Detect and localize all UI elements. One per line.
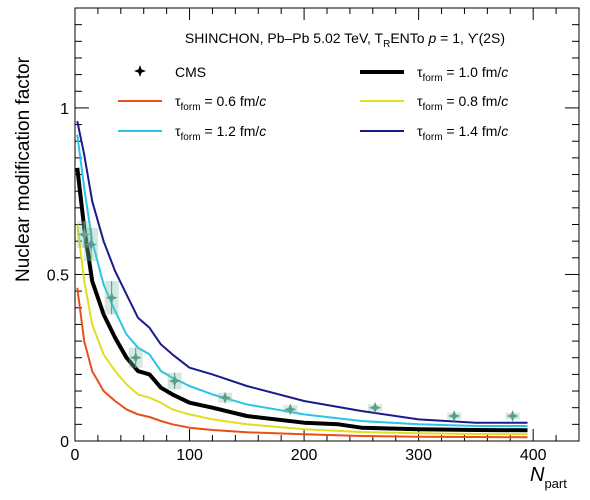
cms-points-layer — [77, 221, 520, 422]
series-line-tau-1-2 — [76, 134, 528, 427]
cms-point — [284, 403, 297, 416]
y-tick-label: 0 — [60, 434, 69, 451]
x-tick-label: 100 — [176, 447, 203, 464]
legend-label: τform = 0.8 fm/c — [417, 93, 508, 113]
cms-point — [129, 351, 142, 364]
x-tick-label: 300 — [405, 447, 432, 464]
x-tick-label: 200 — [291, 447, 318, 464]
series-line-tau-1-4 — [76, 120, 528, 424]
legend: CMS τform = 0.6 fm/c τform = 0.8 fm/c τform… — [118, 64, 508, 143]
cms-point — [105, 291, 118, 304]
cms-point — [168, 375, 181, 387]
legend-cms-marker — [134, 65, 146, 77]
y-tick-label: 0.5 — [47, 267, 69, 284]
legend-label: τform = 1.4 fm/c — [417, 123, 508, 143]
cms-point — [369, 401, 382, 414]
legend-label: τform = 1.2 fm/c — [175, 123, 266, 143]
cms-point — [448, 410, 461, 422]
annotation-title: SHINCHON, Pb–Pb 5.02 TeV, TRENTo p = 1, … — [185, 30, 505, 50]
cms-point — [219, 391, 232, 404]
series-layer — [75, 120, 528, 439]
x-tick-label: 400 — [520, 447, 547, 464]
legend-cms-label: CMS — [175, 64, 206, 80]
cms-point — [78, 228, 91, 241]
cms-point — [506, 410, 519, 422]
x-tick-label: 0 — [71, 447, 80, 464]
cms-point — [85, 238, 97, 251]
series-line-tau-0-8 — [76, 224, 528, 436]
series-line-tau-0-6 — [76, 287, 528, 439]
y-axis-title: Nuclear modification factor — [13, 56, 34, 282]
legend-label: τform = 0.6 fm/c — [175, 93, 266, 113]
series-line-tau-1-0 — [75, 167, 528, 433]
y-tick-label: 1 — [60, 101, 69, 118]
legend-label: τform = 1.0 fm/c — [417, 64, 508, 84]
x-axis-title: Npart — [530, 464, 567, 491]
axis-ticks: 0 100 200 300 400 0 0.5 1 — [47, 7, 580, 464]
